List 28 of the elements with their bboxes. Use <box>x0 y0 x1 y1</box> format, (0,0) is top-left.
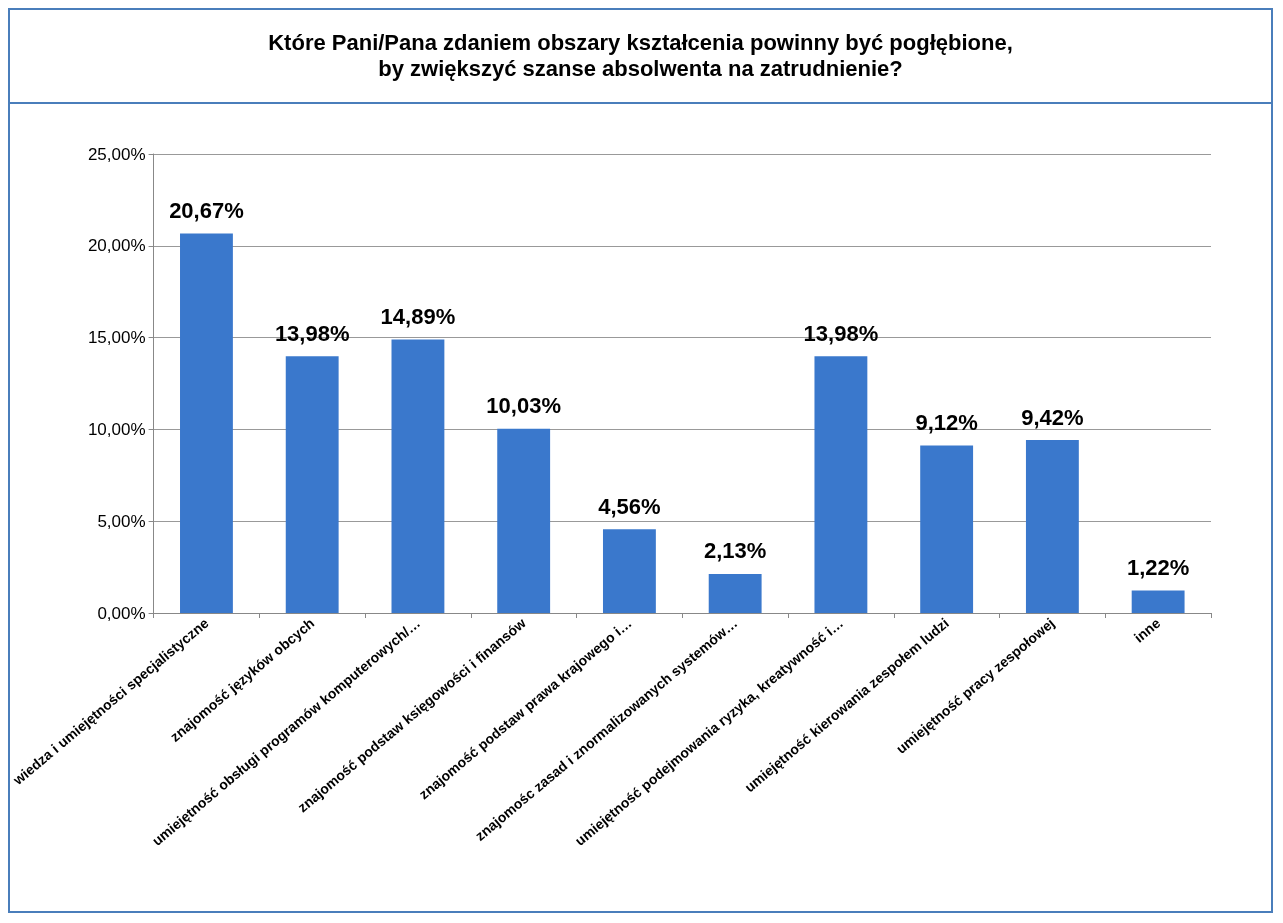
bar <box>708 573 762 613</box>
y-tick-label: 15,00% <box>87 328 146 348</box>
bar <box>391 339 445 613</box>
data-label: 9,42% <box>1021 404 1084 430</box>
y-tick-label: 10,00% <box>87 419 146 439</box>
y-tick-label: 5,00% <box>97 511 146 531</box>
bar <box>1131 590 1185 613</box>
y-tick-label: 20,00% <box>87 236 146 256</box>
y-tick-label: 25,00% <box>87 144 146 164</box>
data-label: 9,12% <box>915 410 978 436</box>
data-label: 20,67% <box>169 198 244 223</box>
data-label: 1,22% <box>1126 555 1190 581</box>
data-label: 14,89% <box>380 304 456 330</box>
bar <box>497 428 551 613</box>
bar <box>920 445 974 613</box>
data-label: 13,98% <box>274 320 350 346</box>
data-label: 2,13% <box>703 538 767 564</box>
bar <box>180 233 233 613</box>
x-tick-label: inne <box>1130 614 1164 646</box>
bar <box>602 529 656 613</box>
bar <box>1025 440 1079 613</box>
chart-title: Które Pani/Pana zdaniem obszary kształcenia powinny być pogłębione, by zwiększyć szanse absolwenta na zatrudnienie? <box>10 10 1271 104</box>
y-tick-label: 0,00% <box>97 603 146 623</box>
bar <box>814 356 868 613</box>
data-label: 4,56% <box>598 493 661 519</box>
data-label: 13,98% <box>803 320 879 346</box>
bar <box>285 356 339 613</box>
data-label: 10,03% <box>486 393 561 419</box>
